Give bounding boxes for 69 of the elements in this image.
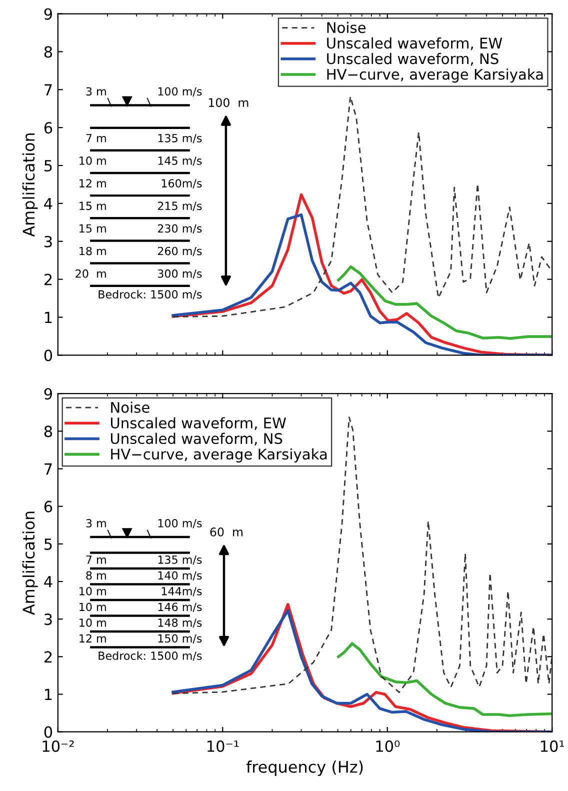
annotation: 15 m <box>80 202 106 210</box>
y-tick-label: 9 <box>44 388 52 400</box>
legend-label: HV−curve, average Karsiyaka <box>327 68 543 83</box>
y-tick-label: 4 <box>44 576 52 588</box>
y-tick-label: 7 <box>44 84 52 96</box>
y-tick-label: 5 <box>44 160 52 172</box>
legend-label: Noise <box>111 402 150 413</box>
annotation: Bedrock: 1500 m/s <box>98 290 202 300</box>
annotation: 150 m/s <box>158 634 202 644</box>
annotation: 15 m <box>80 224 106 233</box>
annotation: 10 m <box>80 602 106 612</box>
annotation: 100 m/s <box>158 87 202 96</box>
legend-label: HV−curve, average Karsiyaka <box>111 448 327 462</box>
annotation: 140 m/s <box>158 571 202 580</box>
y-axis-title: Amplification <box>22 133 38 237</box>
y-tick-label: 3 <box>44 614 52 626</box>
annotation: 260 m/s <box>158 246 202 256</box>
y-tick-label: 8 <box>44 426 52 438</box>
annotation: 145 m/s <box>158 156 202 166</box>
y-axis-title: Amplification <box>22 512 38 615</box>
y-tick-label: 3 <box>44 236 52 248</box>
annotation: 230 m/s <box>158 224 202 234</box>
annotation: 3 m <box>86 519 106 528</box>
legend-label: Unscaled waveform, EW <box>327 37 502 50</box>
annotation: 3 m <box>86 87 106 96</box>
annotation: 100 m/s <box>158 519 202 528</box>
y-tick-label: 9 <box>44 8 52 20</box>
legend-label: Unscaled waveform, NS <box>327 52 498 66</box>
x-tick-label: 10⁻¹ <box>208 740 239 752</box>
y-tick-label: 2 <box>44 651 52 662</box>
y-tick-label: 4 <box>44 198 52 210</box>
annotation: 12 m <box>80 179 106 188</box>
annotation: 8 m <box>86 571 106 580</box>
annotation: Bedrock: 1500 m/s <box>98 651 202 661</box>
legend-label: Unscaled waveform, EW <box>110 417 286 430</box>
y-tick-label: 1 <box>45 688 52 700</box>
y-tick-label: 7 <box>44 463 52 475</box>
annotation: 12 m <box>80 634 106 642</box>
y-tick-label: 2 <box>44 274 52 286</box>
annotation: 100 m <box>208 98 248 108</box>
y-tick-label: 8 <box>44 46 52 58</box>
x-tick-label: 10⁻² <box>42 740 74 752</box>
annotation: 148 m/s <box>158 618 202 628</box>
annotation: 10 m <box>80 156 106 165</box>
annotation: 135 m/s <box>158 134 202 144</box>
y-tick-label: 6 <box>44 122 52 134</box>
x-axis-title: frequency (Hz) <box>246 760 363 776</box>
annotation: 10 m <box>80 586 106 596</box>
annotation: 135 m/s <box>158 555 202 565</box>
annotation: 160m/s <box>162 179 202 188</box>
annotation: 7 m <box>86 134 106 142</box>
annotation: 215 m/s <box>158 202 202 211</box>
annotation: 7 m <box>86 556 106 564</box>
annotation: 20 m <box>76 269 106 278</box>
y-tick-label: 1 <box>45 312 52 324</box>
annotation: 10 m <box>80 618 106 627</box>
annotation: 18 m <box>80 246 106 256</box>
x-tick-label: 10⁰ <box>376 740 400 752</box>
annotation: 300 m/s <box>158 269 202 279</box>
annotation: 146 m/s <box>158 602 202 612</box>
annotation: 60 m <box>210 527 242 536</box>
legend-label: Noise <box>327 22 366 34</box>
y-tick-label: 6 <box>44 500 52 512</box>
legend-label: Unscaled waveform, NS <box>110 432 282 446</box>
y-tick-label: 0 <box>44 726 52 738</box>
y-tick-label: 0 <box>44 350 52 362</box>
annotation: 144m/s <box>162 587 202 596</box>
x-tick-label: 10¹ <box>540 740 564 752</box>
y-tick-label: 5 <box>44 538 52 550</box>
